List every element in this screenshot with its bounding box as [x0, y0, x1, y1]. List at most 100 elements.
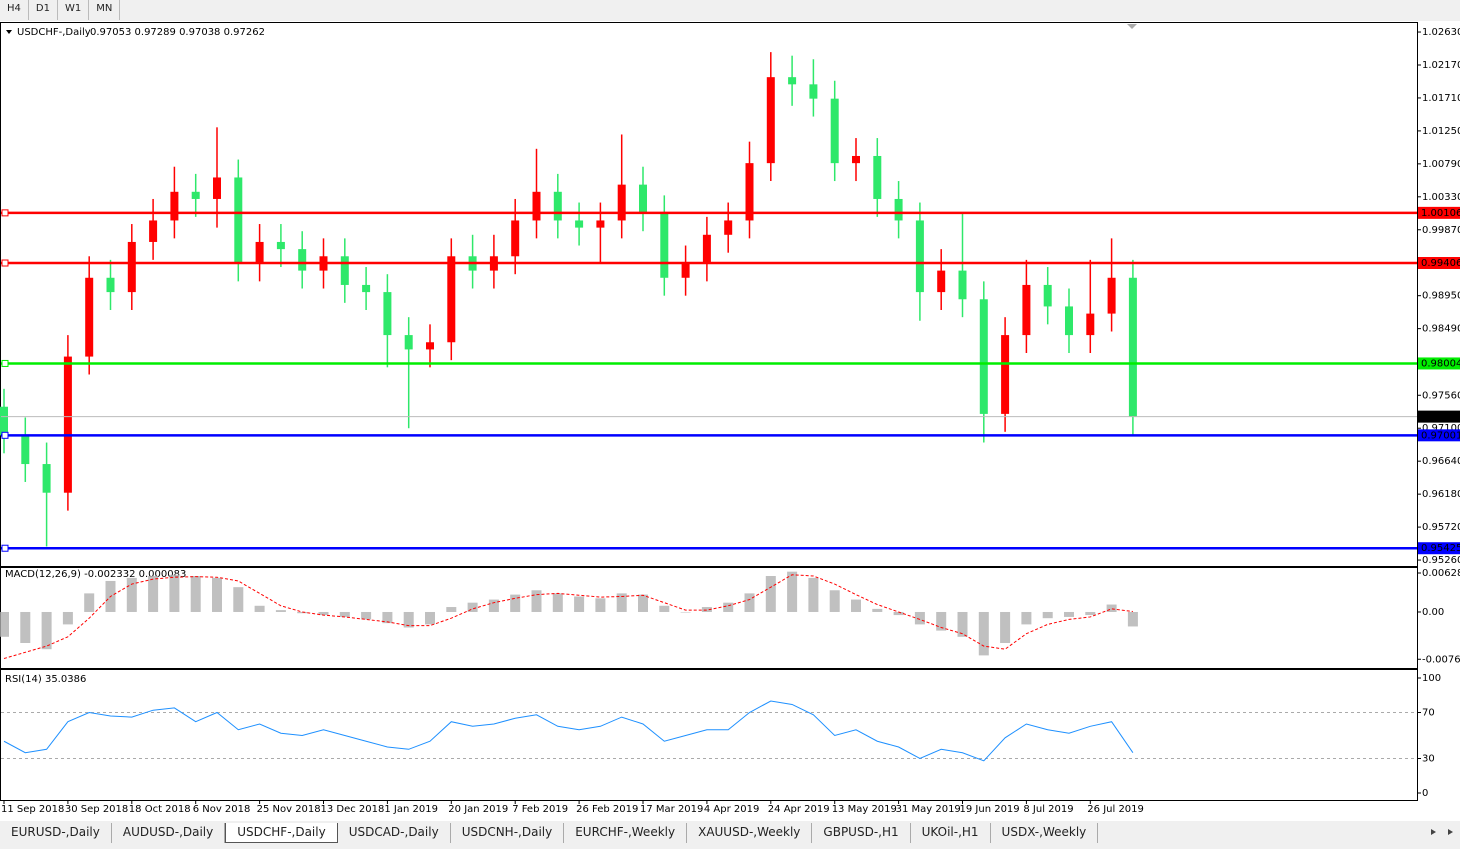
candle-body — [873, 155, 882, 199]
timeframe-button[interactable]: H4 — [0, 0, 29, 20]
chart-tab[interactable]: GBPUSD-,H1 — [812, 823, 911, 843]
macd-bar — [339, 611, 350, 617]
candle-body — [1086, 313, 1095, 336]
candle-body — [1043, 284, 1052, 307]
candle-body — [788, 77, 797, 85]
macd-bar — [382, 611, 393, 624]
macd-bar — [0, 611, 9, 637]
timeframe-button[interactable]: D1 — [29, 0, 58, 20]
macd-bar — [808, 577, 819, 612]
x-tick-label: 20 Jan 2019 — [448, 804, 508, 815]
y-tick-label: 0.96180 — [1422, 489, 1460, 500]
macd-bar — [936, 611, 947, 631]
macd-bar — [1000, 611, 1011, 643]
candle-body — [340, 256, 349, 285]
candle-body — [894, 198, 903, 221]
candle-body — [149, 220, 158, 242]
panel-title: USDCHF-,Daily — [17, 27, 91, 38]
macd-bar — [744, 593, 755, 612]
candle-body — [404, 335, 413, 350]
chart-tab[interactable]: AUDUSD-,Daily — [112, 823, 226, 843]
y-tick-label: 0.99870 — [1422, 225, 1460, 236]
macd-bar — [574, 596, 585, 612]
x-tick-label: 19 Jun 2019 — [960, 804, 1020, 815]
chart-tab[interactable]: XAUUSD-,Weekly — [687, 823, 813, 843]
chart-tabs: EURUSD-,Daily AUDUSD-,Daily USDCHF-,Daily U… — [0, 823, 1099, 843]
candle-body — [1065, 306, 1073, 336]
chart-tab[interactable]: USDCAD-,Daily — [338, 823, 451, 843]
candle-body — [1022, 284, 1031, 336]
menu-arrow[interactable] — [6, 30, 12, 34]
macd-bar — [84, 593, 95, 612]
macd-bar — [318, 611, 329, 616]
chart-tab[interactable]: USDCNH-,Daily — [451, 823, 565, 843]
x-tick-label: 7 Feb 2019 — [512, 804, 568, 815]
x-tick-label: 17 Mar 2019 — [640, 804, 703, 815]
macd-signal — [3, 574, 1133, 659]
macd-bar — [701, 607, 712, 612]
macd-bar — [680, 611, 691, 613]
candle-body — [511, 220, 520, 257]
y-tick-label: 0.95720 — [1422, 522, 1460, 533]
candle-body — [958, 270, 967, 300]
chart-tab[interactable]: UKOil-,H1 — [911, 823, 991, 843]
chart-tab[interactable]: EURUSD-,Daily — [0, 823, 112, 843]
macd-bar — [41, 611, 52, 650]
macd-bar — [190, 576, 201, 612]
macd-bar — [148, 576, 159, 612]
y-tick-label: 30 — [1422, 754, 1435, 765]
candle-body — [596, 220, 605, 228]
candle-body — [639, 184, 647, 214]
candle-body — [681, 263, 690, 278]
candle-body — [213, 177, 221, 199]
macd-bar — [914, 611, 925, 625]
candle-body — [809, 84, 818, 99]
y-tick-label: 0.97100 — [1422, 423, 1460, 434]
level-handle — [1, 544, 9, 552]
candle-body — [1128, 277, 1137, 417]
candle-body — [362, 284, 371, 293]
macd-bar — [488, 599, 499, 612]
candle-body — [426, 342, 434, 350]
level-label: 1.00106 — [1421, 208, 1460, 219]
macd-bar — [1021, 611, 1032, 625]
x-tick-label: 31 May 2019 — [896, 804, 961, 815]
x-tick-label: 30 Sep 2018 — [65, 804, 128, 815]
candle-body — [575, 220, 584, 228]
level-label: 0.98004 — [1421, 358, 1460, 369]
candle-body — [724, 220, 733, 235]
chart-window: USDCHF-,Daily 0.97053 0.97289 0.97038 0.9… — [0, 21, 1460, 821]
candle-body — [937, 270, 946, 293]
macd-bar — [297, 611, 308, 614]
y-tick-label: 0.96640 — [1422, 456, 1460, 467]
candle-body — [234, 177, 243, 264]
macd-bar — [212, 577, 222, 612]
chart-tab[interactable]: USDCHF-,Daily — [225, 823, 338, 843]
macd-bar — [126, 577, 137, 612]
macd-bar — [275, 610, 286, 612]
level-label-bg — [1418, 206, 1460, 219]
y-tick-label: 0.98950 — [1422, 291, 1460, 302]
chart-tab[interactable]: USDX-,Weekly — [991, 823, 1099, 843]
x-tick-label: 4 Apr 2019 — [704, 804, 759, 815]
macd-bar — [787, 571, 798, 612]
macd-bar — [1064, 611, 1074, 617]
level-label-bg — [1418, 429, 1460, 442]
candle-body — [0, 406, 8, 436]
timeframe-button[interactable]: W1 — [58, 0, 90, 20]
timeframe-button[interactable]: MN — [89, 0, 121, 20]
main-panel — [0, 22, 1418, 567]
candle-body — [298, 249, 307, 271]
level-label-bg — [1418, 357, 1460, 370]
macd-bar — [659, 605, 670, 612]
y-tick-label: -0.00762 — [1422, 654, 1460, 665]
panel-title: RSI(14) 35.0386 — [5, 674, 86, 685]
level-label: 0.97001 — [1421, 430, 1460, 441]
chart-tab[interactable]: EURCHF-,Weekly — [564, 823, 688, 843]
macd-bar — [467, 602, 478, 612]
macd-bar — [765, 576, 776, 612]
x-tick-label: 26 Jul 2019 — [1087, 804, 1144, 815]
x-tick-label: 25 Nov 2018 — [257, 804, 321, 815]
macd-bar — [552, 593, 563, 612]
